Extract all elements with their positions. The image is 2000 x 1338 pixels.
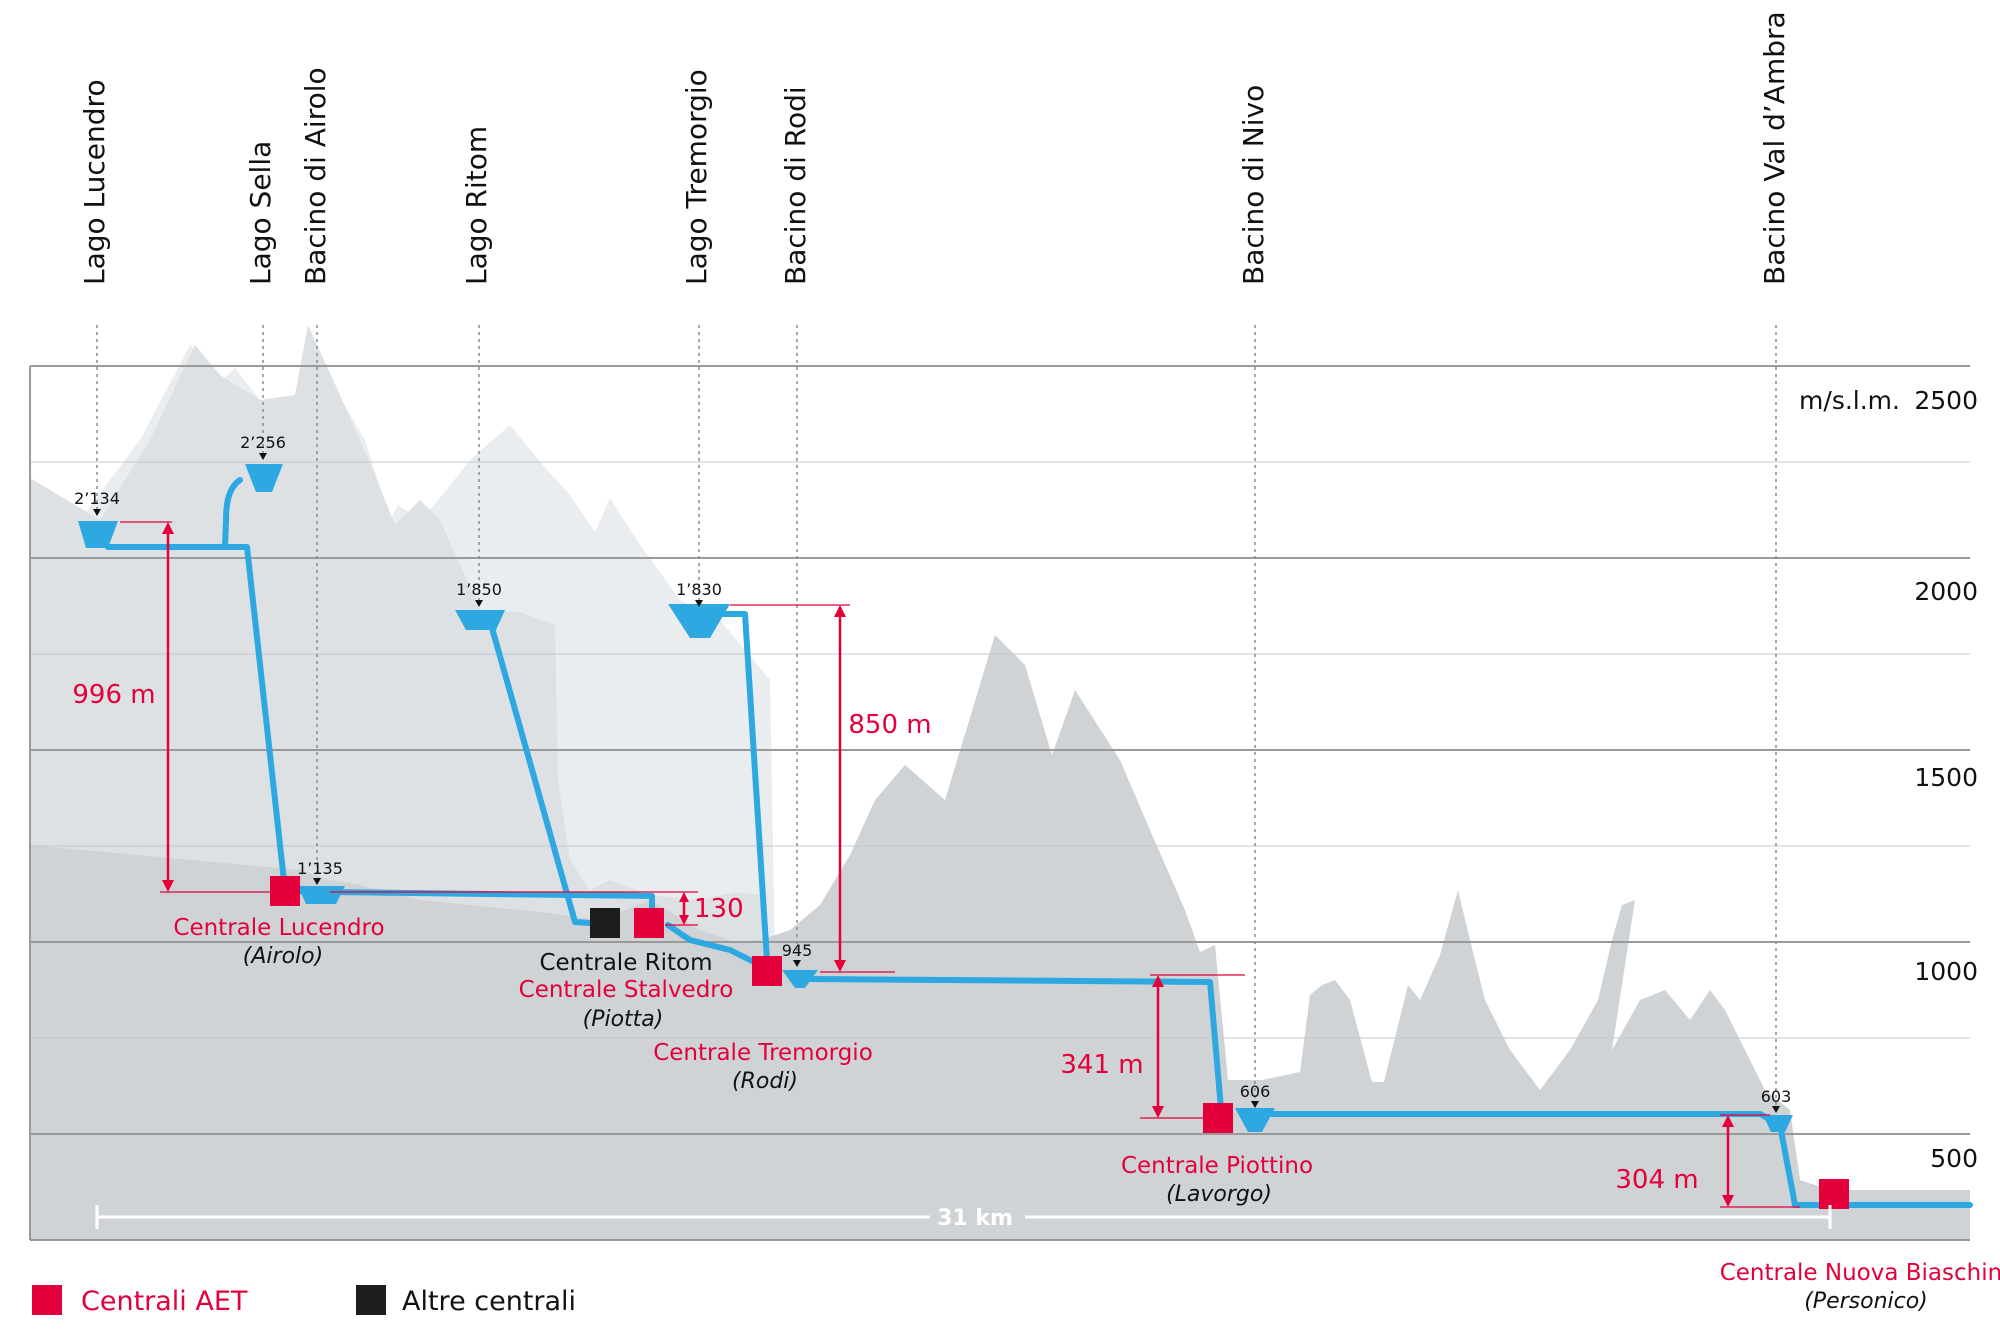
reservoir-airolo — [298, 886, 345, 904]
reservoir-sella — [245, 464, 283, 492]
plant-loc-tremorgio: (Rodi) — [732, 1069, 798, 1094]
mountain-front-layer — [30, 635, 1970, 1240]
axis-tick-1500: 1500 — [1914, 763, 1978, 792]
plant-lucendro-marker — [270, 876, 300, 906]
drop-stalvedro-head-up — [679, 892, 689, 902]
elevation-airolo: 1’135 — [297, 859, 343, 878]
distance-scale: 31 km — [95, 1205, 1832, 1231]
gridlines — [29, 365, 1970, 1241]
marker-nivo — [1251, 1101, 1259, 1108]
plant-name-ritom: Centrale Ritom — [539, 950, 712, 976]
plant-biaschina-marker — [1819, 1179, 1849, 1209]
plant-ritom-marker — [590, 908, 620, 938]
mountain-profile — [30, 325, 1970, 1240]
marker-airolo — [313, 878, 321, 885]
lake-name-ritom: Lago Ritom — [460, 126, 493, 285]
reservoir-lucendro — [78, 521, 118, 548]
axis-tick-2500: 2500 — [1914, 386, 1978, 415]
axis-tick-500: 500 — [1930, 1144, 1978, 1173]
plant-piottino-marker — [1203, 1103, 1233, 1133]
lake-name-ambra: Bacino Val d’Ambra — [1758, 11, 1791, 285]
lake-name-sella: Lago Sella — [244, 141, 277, 285]
legend-aet-label: Centrali AET — [81, 1286, 248, 1317]
marker-sella — [259, 453, 267, 460]
conduit-sella — [222, 477, 243, 550]
drop-tremorgio-head-up — [834, 605, 846, 617]
distance-label: 31 km — [937, 1206, 1013, 1231]
reservoir-tremorgio — [668, 604, 730, 638]
elevation-tremorgio: 1’830 — [676, 580, 722, 599]
plant-name-stalvedro: Centrale Stalvedro — [519, 977, 734, 1003]
legend-aet-swatch — [32, 1285, 62, 1315]
drop-biaschina-head-up — [1722, 1115, 1734, 1127]
drop-label-piottino: 341 m — [1060, 1050, 1143, 1080]
elevation-nivo: 606 — [1240, 1082, 1271, 1101]
drop-lucendro-head-down — [162, 880, 174, 892]
marker-tremorgio — [695, 600, 703, 607]
plant-loc-biaschina: (Personico) — [1804, 1289, 1928, 1314]
drop-label-tremorgio: 850 m — [848, 710, 931, 740]
elevation-sella: 2’256 — [240, 433, 286, 452]
elevation-ritom: 1’850 — [456, 580, 502, 599]
drop-labels: 996 m 130 850 m 341 m 304 m — [72, 680, 1698, 1195]
plant-name-lucendro: Centrale Lucendro — [173, 915, 384, 941]
plant-loc-lucendro: (Airolo) — [243, 944, 323, 969]
plant-loc-piottino: (Lavorgo) — [1166, 1182, 1272, 1207]
drop-label-biaschina: 304 m — [1615, 1165, 1698, 1195]
plant-name-piottino: Centrale Piottino — [1121, 1153, 1313, 1179]
elevation-lucendro: 2’134 — [74, 489, 120, 508]
reservoir-nivo — [1235, 1108, 1275, 1132]
power-plants — [270, 876, 1849, 1209]
drop-tremorgio-head-down — [834, 960, 846, 972]
lake-name-lucendro: Lago Lucendro — [78, 79, 111, 285]
lake-names: Lago Lucendro Lago Sella Bacino di Airol… — [78, 11, 1791, 285]
drop-biaschina-head-down — [1722, 1195, 1734, 1207]
lake-name-airolo: Bacino di Airolo — [299, 67, 332, 285]
plant-stalvedro-marker — [634, 908, 664, 938]
drop-piottino-head-down — [1152, 1106, 1164, 1118]
drop-lucendro-head-up — [162, 522, 174, 534]
marker-ambra — [1772, 1106, 1780, 1113]
plant-name-tremorgio: Centrale Tremorgio — [653, 1040, 873, 1066]
lake-name-rodi: Bacino di Rodi — [779, 86, 812, 285]
drop-label-lucendro: 996 m — [72, 680, 155, 710]
legend-other-swatch — [356, 1285, 386, 1315]
plant-tremorgio-marker — [752, 956, 782, 986]
conduit-rodi-piottino — [807, 976, 1225, 1123]
legend: Centrali AET Altre centrali — [32, 1285, 576, 1317]
elevation-labels: 2’134 2’256 1’135 1’850 1’830 945 606 60… — [74, 433, 1791, 1113]
plant-labels: Centrale Lucendro (Airolo) Centrale Rito… — [173, 915, 2000, 1314]
reservoir-ritom — [455, 610, 505, 630]
drop-label-stalvedro: 130 — [694, 894, 744, 924]
marker-rodi — [793, 960, 801, 967]
lake-guides — [96, 325, 1777, 1110]
lake-name-tremorgio: Lago Tremorgio — [680, 69, 713, 285]
marker-lucendro — [93, 509, 101, 516]
lake-name-nivo: Bacino di Nivo — [1237, 85, 1270, 285]
axis-labels: 2500 m/s.l.m. 2000 1500 1000 500 — [1799, 386, 1978, 1173]
elevation-ambra: 603 — [1761, 1087, 1792, 1106]
elevation-rodi: 945 — [782, 941, 813, 960]
reservoir-ambra — [1763, 1115, 1793, 1132]
drop-stalvedro-head-down — [679, 915, 689, 925]
head-drops — [120, 521, 1800, 1208]
conduit-tremorgio — [712, 611, 771, 979]
legend-other-label: Altre centrali — [402, 1286, 576, 1317]
reservoirs — [78, 464, 1793, 1132]
axis-unit-label: m/s.l.m. — [1799, 386, 1900, 415]
marker-ritom — [475, 600, 483, 607]
drop-piottino-head-up — [1152, 975, 1164, 987]
axis-tick-2000: 2000 — [1914, 577, 1978, 606]
plant-name-biaschina: Centrale Nuova Biaschina — [1720, 1260, 2000, 1286]
plant-loc-stalvedro: (Piotta) — [583, 1007, 664, 1032]
reservoir-rodi — [782, 970, 818, 988]
axis-tick-1000: 1000 — [1914, 957, 1978, 986]
